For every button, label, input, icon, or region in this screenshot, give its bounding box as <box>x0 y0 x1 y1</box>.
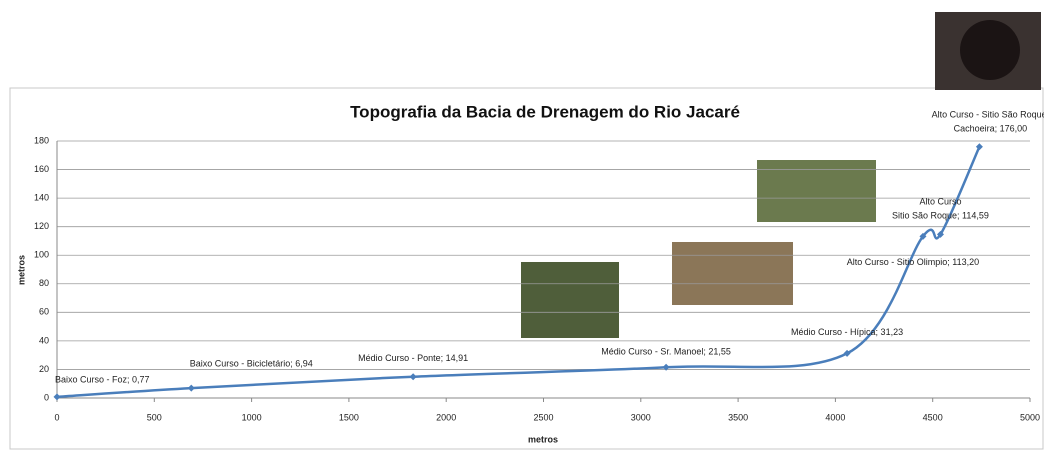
x-tick-label: 4500 <box>923 412 943 422</box>
x-axis-title: metros <box>528 434 558 444</box>
photo <box>672 242 793 305</box>
data-label: Médio Curso - Ponte; 14,91 <box>358 353 468 363</box>
x-tick-label: 1500 <box>339 412 359 422</box>
data-label: Médio Curso - Hípica; 31,23 <box>791 327 903 337</box>
x-tick-label: 1000 <box>242 412 262 422</box>
y-tick-label: 60 <box>39 307 49 317</box>
y-tick-label: 40 <box>39 335 49 345</box>
x-tick-label: 2000 <box>436 412 456 422</box>
data-label: Baixo Curso - Bicicletário; 6,94 <box>190 358 313 368</box>
y-tick-label: 100 <box>34 250 49 260</box>
y-tick-label: 20 <box>39 364 49 374</box>
x-tick-label: 4000 <box>825 412 845 422</box>
marker <box>936 230 944 238</box>
y-tick-label: 120 <box>34 221 49 231</box>
data-label: Alto Curso - Sitio São Roque: Cachoeira; … <box>932 110 1044 134</box>
y-tick-label: 0 <box>44 392 49 402</box>
photo <box>521 262 619 338</box>
marker <box>53 393 61 401</box>
y-tick-label: 80 <box>39 278 49 288</box>
y-tick-label: 180 <box>34 135 49 145</box>
marker <box>919 232 927 240</box>
data-label: Médio Curso - Sr. Manoel; 21,55 <box>601 347 731 357</box>
x-tick-label: 3500 <box>728 412 748 422</box>
y-tick-label: 140 <box>34 192 49 202</box>
x-tick-label: 500 <box>147 412 162 422</box>
marker <box>975 143 983 151</box>
x-tick-label: 2500 <box>533 412 553 422</box>
photos <box>521 12 1041 338</box>
marker <box>662 363 670 371</box>
data-label: Alto Curso Sitio São Roque; 114,59 <box>892 197 989 221</box>
y-tick-label: 160 <box>34 164 49 174</box>
photo-detail <box>960 20 1020 80</box>
photo <box>757 160 876 222</box>
line <box>56 146 981 399</box>
data-label: Baixo Curso - Foz; 0,77 <box>55 374 150 384</box>
marker <box>187 384 195 392</box>
x-tick-label: 3000 <box>631 412 651 422</box>
marker <box>843 349 851 357</box>
x-tick-label: 5000 <box>1020 412 1040 422</box>
chart-title: Topografia da Bacia de Drenagem do Rio J… <box>350 102 740 121</box>
data-label: Alto Curso - Sitio Olimpio; 113,20 <box>847 257 979 267</box>
x-tick-label: 0 <box>54 412 59 422</box>
marker <box>409 373 417 381</box>
y-axis-title: metros <box>16 255 26 285</box>
